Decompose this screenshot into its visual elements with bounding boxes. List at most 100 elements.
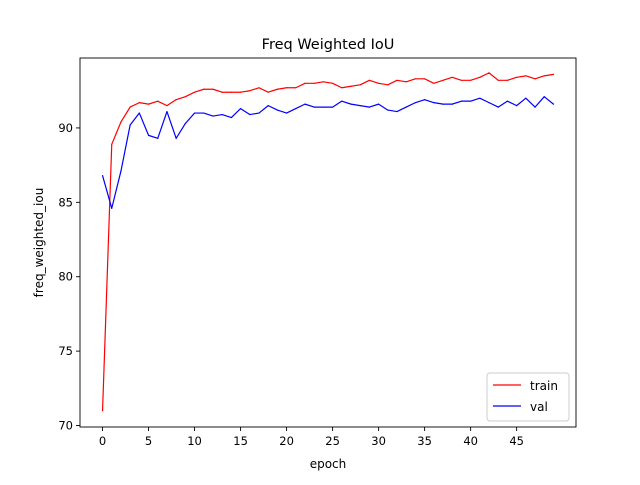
data-point-val xyxy=(451,103,453,105)
x-tick-label: 15 xyxy=(233,434,248,448)
data-point-train xyxy=(341,87,343,89)
data-point-train xyxy=(230,91,232,93)
data-point-val xyxy=(267,105,269,107)
data-point-train xyxy=(295,87,297,89)
data-point-train xyxy=(221,91,223,93)
data-point-val xyxy=(552,103,555,105)
data-point-val xyxy=(157,137,159,139)
data-point-val xyxy=(470,100,472,102)
data-point-train xyxy=(313,82,315,84)
data-point-train xyxy=(470,79,472,81)
data-point-train xyxy=(147,103,150,105)
series-line-train xyxy=(101,72,554,411)
y-tick-label: 75 xyxy=(58,344,73,358)
data-point-train xyxy=(368,79,371,81)
series-line-val xyxy=(101,96,554,209)
data-point-train xyxy=(525,75,527,77)
data-point-train xyxy=(442,79,444,81)
data-point-val xyxy=(212,115,214,117)
legend-label-train: train xyxy=(530,379,558,393)
x-tick-label: 30 xyxy=(371,434,386,448)
data-point-train xyxy=(175,99,177,101)
data-point-val xyxy=(221,113,223,116)
series-points-train xyxy=(101,72,555,412)
data-point-train xyxy=(285,87,288,89)
x-tick-label: 5 xyxy=(145,434,152,448)
data-point-val xyxy=(129,124,131,126)
data-point-train xyxy=(120,121,122,123)
y-axis-ticks: 70 75 80 85 90 xyxy=(58,121,80,433)
data-point-val xyxy=(460,100,463,102)
x-axis-label: epoch xyxy=(310,457,347,471)
data-point-val xyxy=(120,170,122,172)
data-point-train xyxy=(203,88,205,90)
x-tick-label: 25 xyxy=(325,434,340,448)
data-point-val xyxy=(387,109,389,111)
data-point-val xyxy=(414,102,417,104)
data-point-val xyxy=(295,107,297,110)
series-layer xyxy=(101,72,555,412)
data-point-train xyxy=(516,76,518,78)
x-tick-label: 0 xyxy=(99,434,106,448)
y-tick-label: 90 xyxy=(58,121,73,135)
data-point-train xyxy=(157,100,159,102)
data-point-train xyxy=(111,143,113,145)
data-point-train xyxy=(276,88,278,90)
plot-area xyxy=(79,57,577,428)
data-point-val xyxy=(101,174,104,177)
data-point-val xyxy=(313,106,315,108)
data-point-val xyxy=(203,112,205,114)
data-point-val xyxy=(304,103,306,105)
data-point-train xyxy=(184,96,186,98)
data-point-train xyxy=(460,79,463,81)
data-point-train xyxy=(249,90,251,92)
data-point-train xyxy=(433,82,435,84)
y-tick-label: 85 xyxy=(58,195,73,209)
legend-label-val: val xyxy=(530,400,548,414)
data-point-val xyxy=(396,110,398,113)
data-point-val xyxy=(193,112,196,114)
data-point-val xyxy=(175,137,177,139)
data-point-train xyxy=(387,84,389,86)
data-point-train xyxy=(212,88,214,90)
data-point-val xyxy=(258,112,260,114)
data-point-train xyxy=(552,73,555,75)
data-point-train xyxy=(350,85,352,87)
data-point-train xyxy=(359,84,361,86)
data-point-val xyxy=(184,122,186,125)
data-point-train xyxy=(138,102,140,104)
data-point-val xyxy=(322,106,324,108)
x-tick-label: 45 xyxy=(509,434,524,448)
data-point-train xyxy=(424,78,426,80)
data-point-val xyxy=(433,102,435,104)
x-tick-label: 40 xyxy=(463,434,478,448)
data-point-val xyxy=(534,106,536,108)
data-point-val xyxy=(368,106,371,108)
data-point-val xyxy=(350,103,352,105)
data-point-val xyxy=(276,109,278,111)
data-point-val xyxy=(332,106,334,108)
data-point-train xyxy=(543,75,545,77)
data-point-val xyxy=(378,103,380,105)
data-point-train xyxy=(405,81,407,83)
data-point-train xyxy=(534,78,536,80)
data-point-train xyxy=(414,78,417,80)
data-point-train xyxy=(488,72,490,74)
data-point-val xyxy=(285,112,288,114)
data-point-val xyxy=(359,105,361,107)
chart-title: Freq Weighted IoU xyxy=(262,37,395,53)
data-point-val xyxy=(516,105,518,107)
data-point-train xyxy=(129,106,131,108)
data-point-train xyxy=(322,81,324,83)
data-point-train xyxy=(304,82,306,84)
data-point-train xyxy=(378,82,380,84)
data-point-val xyxy=(424,99,426,101)
data-point-val xyxy=(230,116,232,119)
data-point-train xyxy=(193,91,196,93)
data-point-train xyxy=(497,79,499,81)
data-point-train xyxy=(451,76,453,78)
data-point-val xyxy=(497,106,499,108)
data-point-val xyxy=(543,96,545,98)
